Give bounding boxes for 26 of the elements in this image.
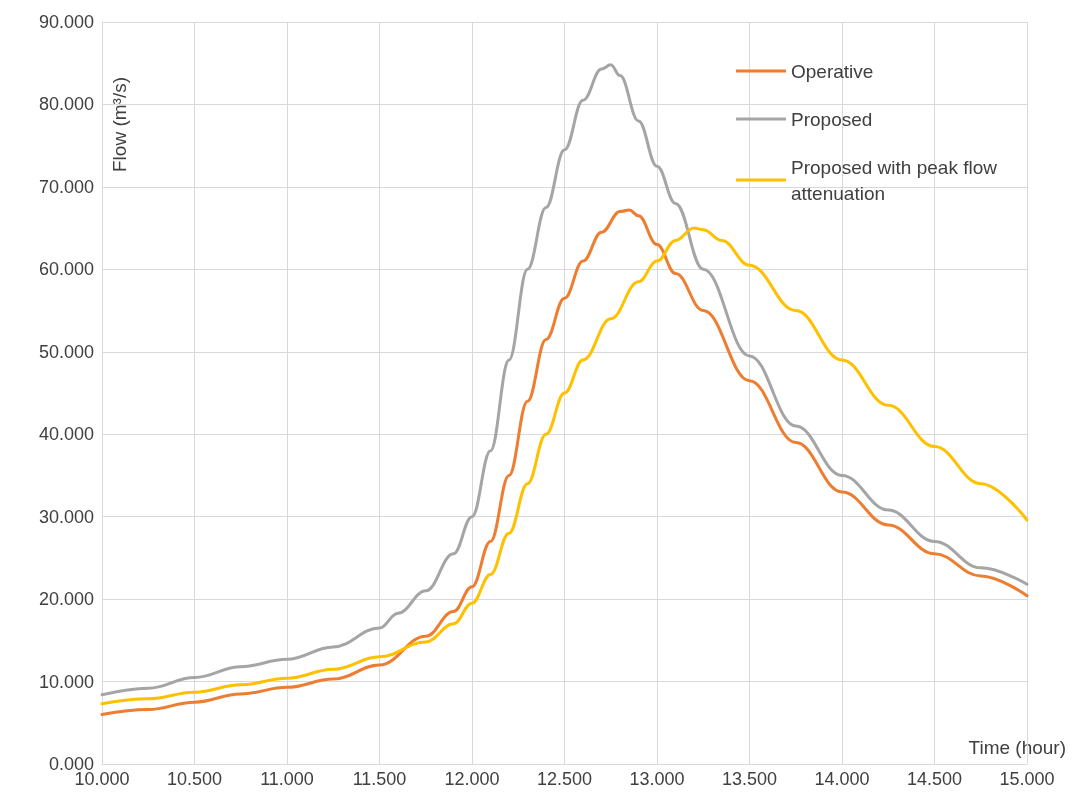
y-tick-label: 50.000 — [38, 341, 94, 362]
y-tick-label: 90.000 — [38, 12, 94, 32]
x-tick-label: 13.500 — [721, 769, 778, 789]
y-tick-label: 40.000 — [38, 424, 94, 445]
y-tick-label: 60.000 — [38, 259, 94, 280]
y-tick-label: 80.000 — [38, 94, 94, 115]
x-tick-label: 14.500 — [906, 769, 963, 789]
x-tick-label: 11.000 — [260, 769, 314, 789]
legend-label: Proposed with peak flow attenuation — [791, 156, 1003, 204]
x-tick-label: 12.000 — [444, 769, 500, 789]
x-tick-label: 10.000 — [74, 769, 130, 789]
x-tick-label: 14.000 — [814, 769, 870, 789]
line-series — [100, 63, 1029, 697]
legend-label: Proposed — [791, 108, 873, 130]
y-tick-label: 70.000 — [38, 176, 94, 197]
x-tick-label: 12.500 — [536, 769, 593, 789]
y-tick-label: 20.000 — [38, 589, 94, 610]
y-tick-label: 30.000 — [38, 506, 94, 527]
x-tick-label: 10.500 — [166, 769, 223, 789]
x-axis-title: Time (hour) — [968, 737, 1067, 758]
legend-label: Operative — [791, 60, 874, 82]
x-tick-label: 15.000 — [999, 769, 1055, 789]
y-axis-title: Flow (m³/s) — [109, 77, 130, 172]
x-tick-label: 11.500 — [352, 769, 407, 789]
y-tick-label: 10.000 — [38, 671, 94, 692]
x-tick-label: 13.000 — [629, 769, 685, 789]
